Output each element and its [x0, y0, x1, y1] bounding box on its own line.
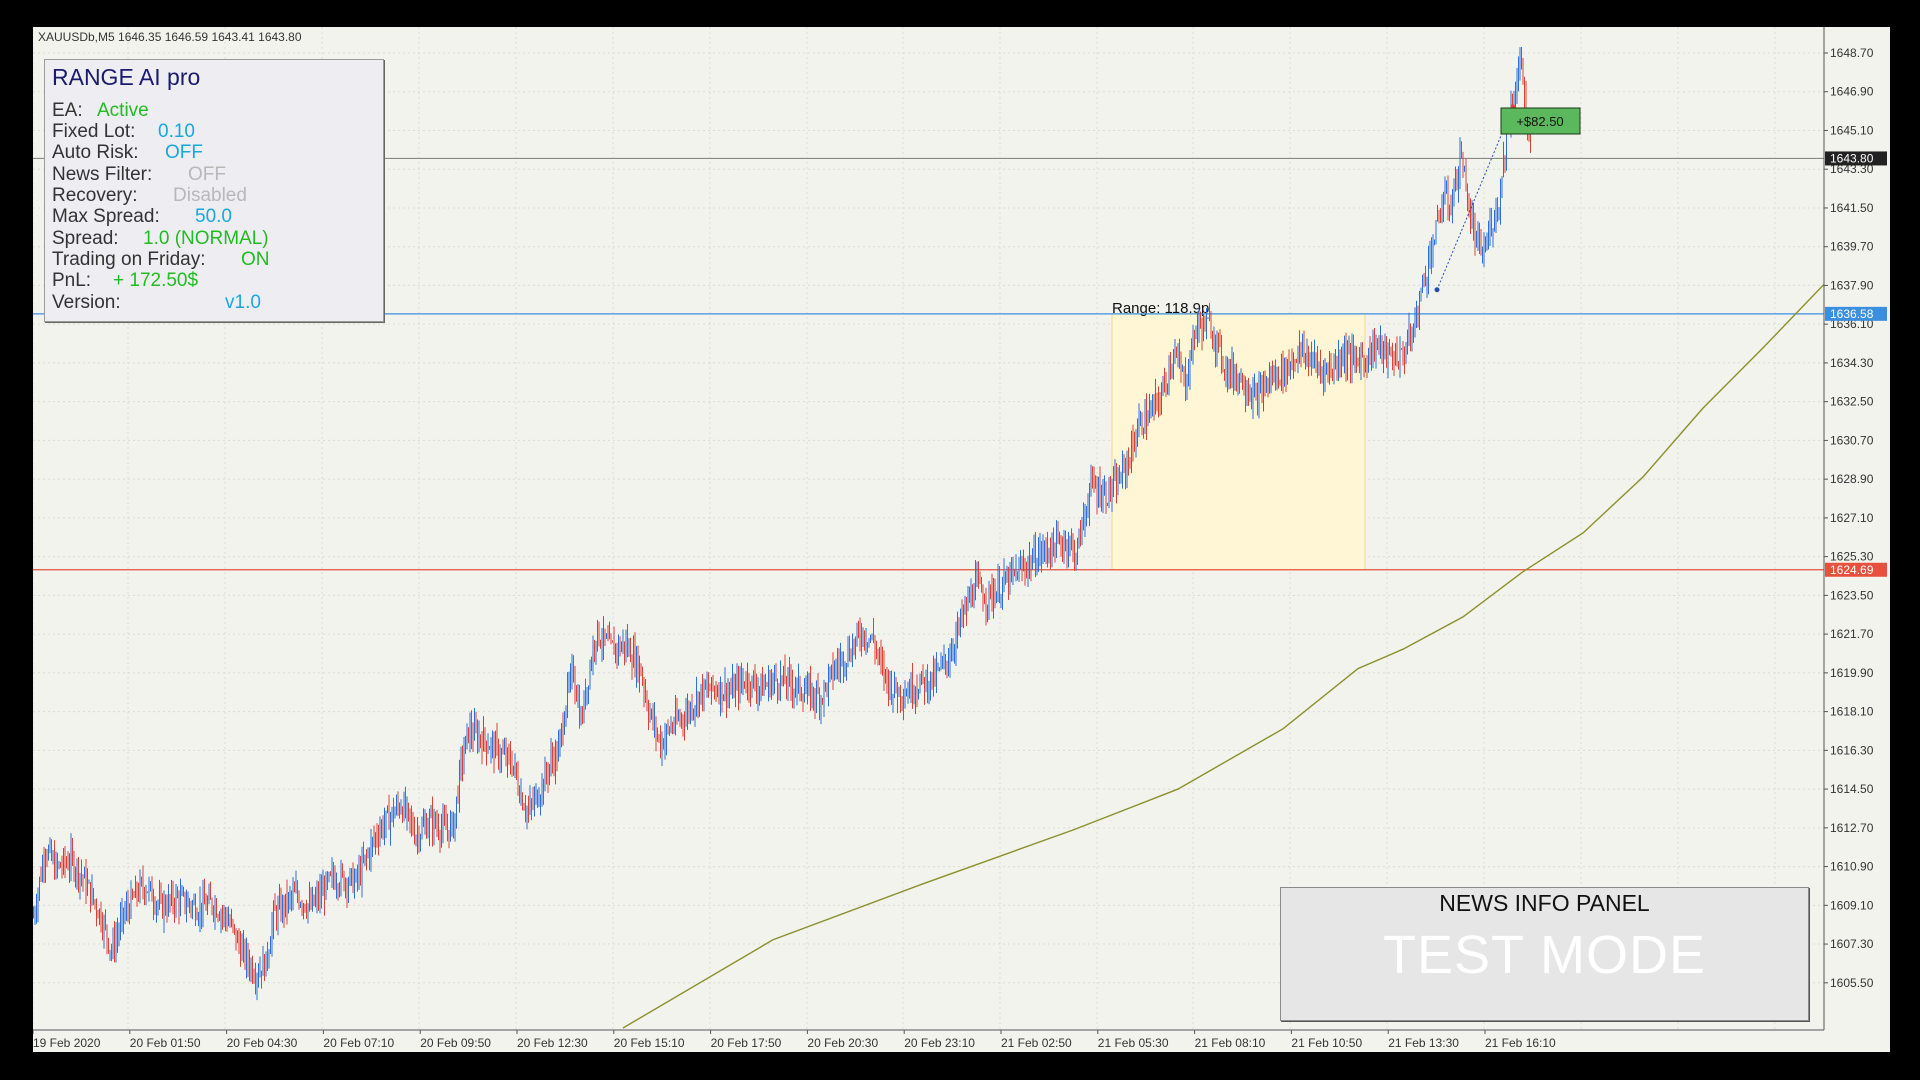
time-tick-label: 20 Feb 09:50	[420, 1036, 491, 1050]
time-tick-label: 21 Feb 05:30	[1098, 1036, 1169, 1050]
time-tick-label: 21 Feb 02:50	[1001, 1036, 1072, 1050]
ea-row-value: ON	[241, 249, 270, 270]
ea-row-label: News Filter:	[52, 164, 153, 185]
ea-row-pnl: PnL: + 172.50$	[52, 270, 198, 292]
price-axis-bg	[1824, 27, 1890, 1030]
news-info-panel: NEWS INFO PANEL TEST MODE	[1280, 887, 1809, 1021]
price-tick-label: 1610.90	[1830, 860, 1874, 874]
trade-profit-label: +$82.50	[1500, 107, 1581, 135]
price-tick-label: 1627.10	[1830, 511, 1874, 525]
moving-average-line	[622, 224, 1890, 1029]
price-tick-label: 1648.70	[1830, 46, 1874, 60]
price-tick-label: 1641.50	[1830, 201, 1874, 215]
ea-row-max-spread: Max Spread: 50.0	[52, 206, 232, 228]
price-tick-label: 1619.90	[1830, 666, 1874, 680]
price-tick-label: 1614.50	[1830, 782, 1874, 796]
ea-row-trading-friday: Trading on Friday: ON	[52, 249, 270, 271]
price-tick-label: 1605.50	[1830, 976, 1874, 990]
ea-row-value: 50.0	[195, 206, 232, 227]
price-tick-label: 1616.30	[1830, 743, 1874, 757]
ea-row-value: Disabled	[173, 185, 247, 206]
price-tag-range-high	[1825, 306, 1887, 321]
ea-row-status: EA: Active	[52, 100, 149, 122]
time-tick-label: 20 Feb 12:30	[517, 1036, 588, 1050]
time-tick-label: 20 Feb 15:10	[614, 1036, 685, 1050]
ea-row-auto-risk: Auto Risk: OFF	[52, 142, 203, 164]
ea-row-label: Recovery:	[52, 185, 138, 206]
trade-profit-text: +$82.50	[1516, 114, 1563, 129]
price-tag-bid	[1825, 151, 1887, 166]
time-tick-label: 20 Feb 17:50	[711, 1036, 782, 1050]
ea-row-label: Auto Risk:	[52, 142, 139, 163]
chart-grid	[33, 27, 1824, 1030]
ea-info-panel: RANGE AI pro EA: Active Fixed Lot: 0.10 …	[44, 59, 384, 322]
price-tag-label: 1636.58	[1830, 307, 1874, 321]
price-tick-label: 1609.10	[1830, 898, 1874, 912]
chart-window[interactable]: Range: 118.9p +$82.50 1648.70 1646.90 1645.1…	[33, 27, 1890, 1052]
trade-profit-box	[1500, 107, 1581, 135]
time-tick-label: 19 Feb 2020	[33, 1036, 101, 1050]
time-tick-label: 20 Feb 23:10	[904, 1036, 975, 1050]
time-tick-label: 21 Feb 13:30	[1388, 1036, 1459, 1050]
price-tick-label: 1643.30	[1830, 162, 1874, 176]
time-axis-bg	[33, 1030, 1890, 1052]
ea-panel-title: RANGE AI pro	[52, 64, 201, 90]
ea-row-fixed-lot: Fixed Lot: 0.10	[52, 121, 195, 143]
price-tick-label: 1625.30	[1830, 550, 1874, 564]
ea-row-label: Fixed Lot:	[52, 121, 136, 142]
price-tick-label: 1630.70	[1830, 433, 1874, 447]
ea-row-label: Trading on Friday:	[52, 249, 206, 270]
price-tick-label: 1637.90	[1830, 278, 1874, 292]
time-tick-label: 20 Feb 07:10	[323, 1036, 394, 1050]
price-tick-label: 1628.90	[1830, 472, 1874, 486]
range-label: Range: 118.9p	[1112, 300, 1209, 317]
ea-row-news-filter: News Filter: OFF	[52, 164, 226, 186]
ea-row-label: EA:	[52, 100, 83, 121]
time-axis: 19 Feb 2020 20 Feb 01:50 20 Feb 04:30 20 Fe…	[33, 1029, 1890, 1052]
time-tick-label: 20 Feb 01:50	[130, 1036, 201, 1050]
trade-entry-marker	[1434, 287, 1440, 293]
ea-row-value: Active	[97, 100, 149, 121]
price-tag-label: 1624.69	[1830, 563, 1874, 577]
time-tick-label: 20 Feb 04:30	[227, 1036, 298, 1050]
price-tag-range-low	[1825, 562, 1887, 577]
price-tick-label: 1646.90	[1830, 85, 1874, 99]
price-chart[interactable]: Range: 118.9p +$82.50 1648.70 1646.90 1645.1…	[33, 27, 1890, 1052]
price-tick-label: 1645.10	[1830, 123, 1874, 137]
ea-row-label: Version:	[52, 292, 121, 313]
ea-row-label: PnL:	[52, 270, 92, 291]
price-tick-label: 1612.70	[1830, 821, 1874, 835]
ea-row-version: Version: v1.0	[52, 292, 261, 314]
news-panel-title: NEWS INFO PANEL	[1439, 890, 1650, 916]
time-tick-label: 21 Feb 16:10	[1485, 1036, 1556, 1050]
news-panel-mode: TEST MODE	[1382, 925, 1707, 985]
range-box	[1111, 313, 1366, 571]
price-tick-label: 1607.30	[1830, 937, 1874, 951]
time-tick-label: 20 Feb 20:30	[807, 1036, 878, 1050]
ea-row-value: + 172.50$	[113, 270, 199, 291]
ea-row-recovery: Recovery: Disabled	[52, 185, 247, 207]
price-axis: 1648.70 1646.90 1645.10 1643.30 1641.50 1639.…	[1823, 27, 1890, 1030]
price-tick-label: 1634.30	[1830, 356, 1874, 370]
price-tick-label: 1632.50	[1830, 395, 1874, 409]
ea-row-label: Spread:	[52, 228, 119, 249]
price-tick-label: 1623.50	[1830, 588, 1874, 602]
ea-row-label: Max Spread:	[52, 206, 160, 227]
ea-row-spread: Spread: 1.0 (NORMAL)	[52, 228, 269, 250]
ea-row-value: v1.0	[225, 292, 261, 313]
price-tick-label: 1621.70	[1830, 627, 1874, 641]
time-tick-label: 21 Feb 08:10	[1195, 1036, 1266, 1050]
trade-line	[1436, 106, 1514, 290]
symbol-info: XAUUSDb,M5 1646.35 1646.59 1643.41 1643.…	[38, 30, 302, 44]
ea-row-value: 1.0 (NORMAL)	[143, 228, 269, 249]
ea-row-value: 0.10	[158, 121, 195, 142]
ea-row-value: OFF	[188, 164, 226, 185]
price-tick-label: 1618.10	[1830, 705, 1874, 719]
candles	[33, 47, 1531, 1001]
time-tick-label: 21 Feb 10:50	[1291, 1036, 1362, 1050]
ea-row-value: OFF	[165, 142, 203, 163]
price-tick-label: 1639.70	[1830, 240, 1874, 254]
price-tag-label: 1643.80	[1830, 151, 1874, 165]
